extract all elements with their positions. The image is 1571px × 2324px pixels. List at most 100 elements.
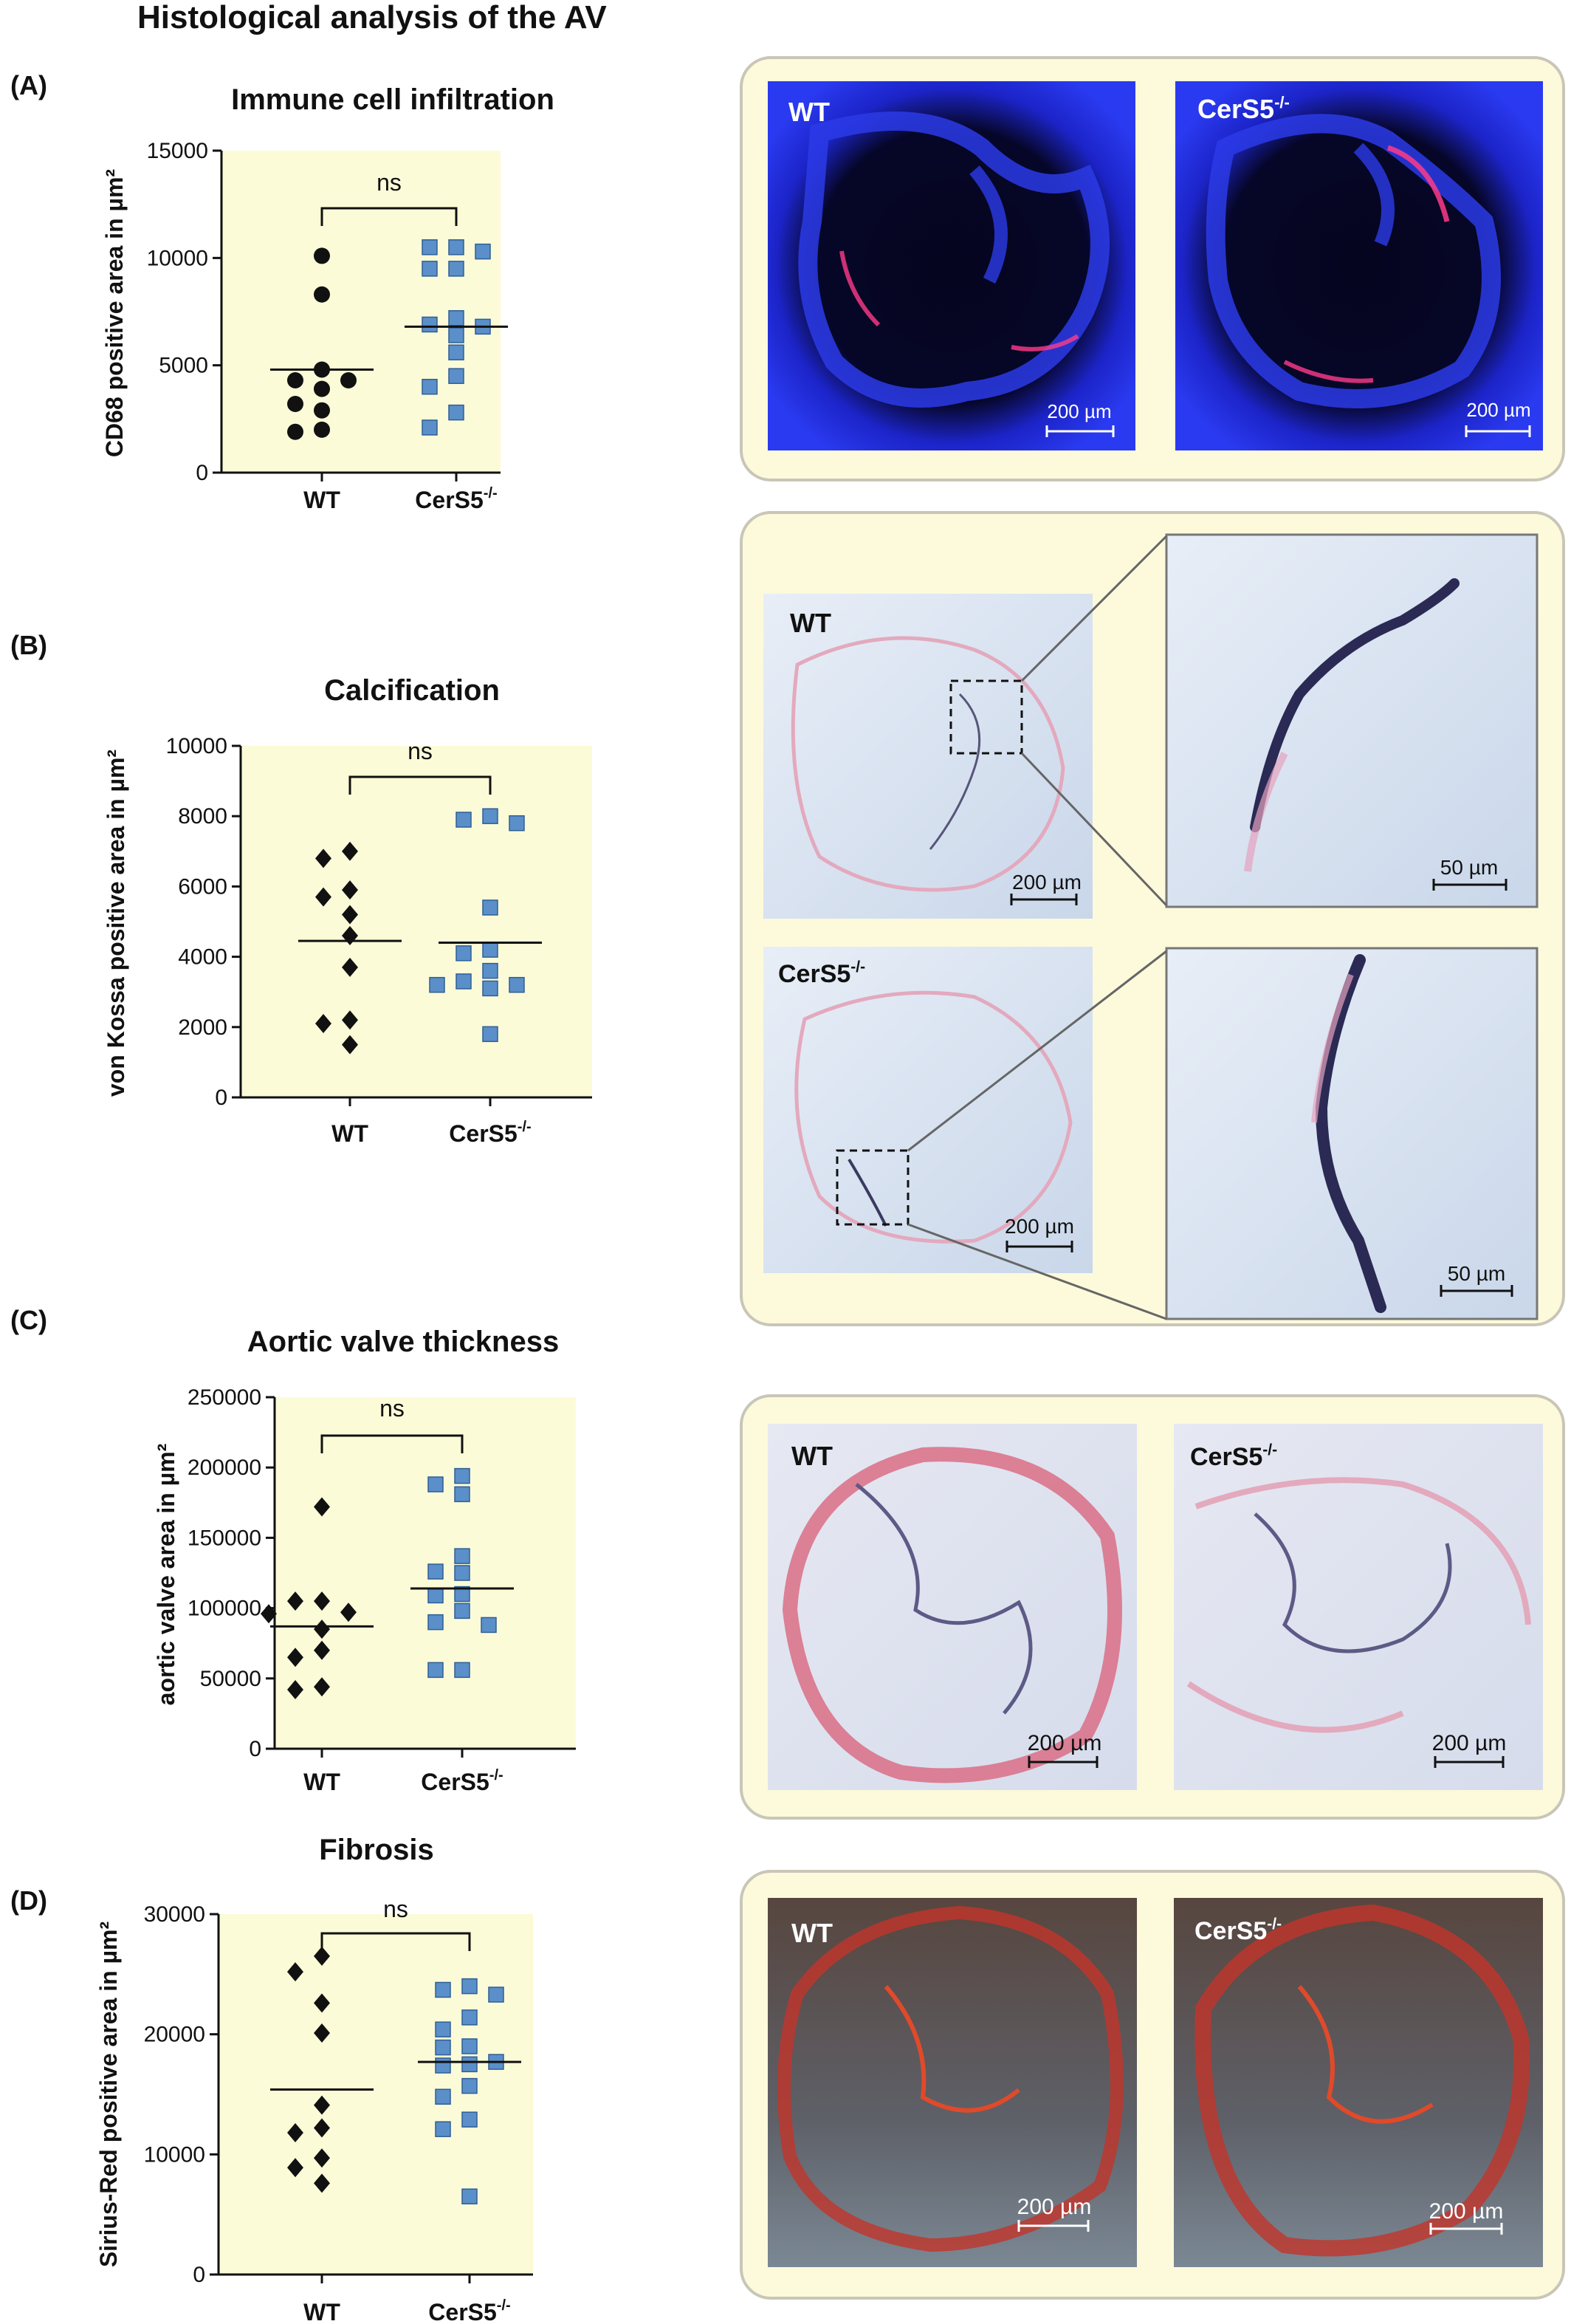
- data-point-cers5: [448, 344, 464, 360]
- subtitle-calcification: Calcification: [324, 674, 500, 707]
- data-point-cers5: [461, 2188, 478, 2205]
- data-point-wt: [287, 395, 303, 412]
- micrograph-label-cers5: CerS5-/-: [1190, 1442, 1277, 1471]
- data-point-wt: [314, 380, 330, 397]
- data-point-wt: [314, 1619, 330, 1639]
- data-point-wt: [314, 2173, 330, 2193]
- data-point-cers5: [435, 2088, 451, 2105]
- data-point-wt: [287, 1648, 303, 1667]
- y-tick-label: 0: [193, 2263, 205, 2287]
- data-point-wt: [314, 402, 330, 419]
- figure-title: Histological analysis of the AV: [137, 0, 607, 35]
- y-tick-label: 0: [196, 461, 208, 485]
- data-point-wt: [340, 372, 357, 389]
- data-point-cers5: [482, 980, 498, 997]
- data-point-cers5: [429, 976, 445, 993]
- significance-bracket: [320, 1434, 464, 1453]
- micrograph-kossa-cers5: CerS5-/- 200 µm: [763, 947, 1093, 1273]
- data-point-cers5: [435, 2039, 451, 2056]
- data-point-cers5: [454, 1486, 470, 1503]
- data-point-cers5: [448, 261, 464, 277]
- data-point-wt: [261, 1604, 277, 1624]
- significance-bracket: [320, 1932, 471, 1951]
- data-point-wt: [342, 841, 358, 861]
- data-point-cers5: [461, 2038, 478, 2054]
- significance-label: ns: [379, 1395, 405, 1422]
- data-point-cers5: [448, 309, 464, 326]
- data-point-wt: [314, 286, 330, 303]
- micrograph-he-cers5: CerS5-/- 200 µm: [1174, 1424, 1543, 1790]
- category-label-cers5: CerS5-/-: [415, 485, 497, 513]
- data-point-cers5: [482, 1026, 498, 1043]
- chart-fibrosis: 0 10000 20000 30000 WT CerS5-/- Sirius-Red pos…: [95, 1896, 533, 2324]
- y-tick-label: 150000: [188, 1526, 261, 1550]
- data-point-wt: [342, 1010, 358, 1030]
- category-label-cers5: CerS5-/-: [421, 1767, 503, 1795]
- data-point-cers5: [488, 1987, 504, 2003]
- data-point-cers5: [456, 973, 472, 990]
- data-point-cers5: [422, 261, 438, 277]
- data-point-wt: [287, 1591, 303, 1611]
- data-point-cers5: [454, 1586, 470, 1603]
- y-axis-label: Sirius-Red positive area in µm²: [95, 1922, 122, 2267]
- data-point-cers5: [454, 1603, 470, 1619]
- scale-label: 200 µm: [1466, 399, 1530, 421]
- micrograph-label-wt: WT: [791, 1918, 833, 1948]
- y-tick-label: 5000: [159, 354, 208, 378]
- data-point-cers5: [435, 2121, 451, 2137]
- data-point-cers5: [475, 243, 491, 260]
- data-point-wt: [315, 849, 331, 868]
- micrograph-he-wt: WT 200 µm: [768, 1424, 1137, 1790]
- data-point-cers5: [448, 327, 464, 343]
- micrograph-label-cers5: CerS5-/-: [1194, 1916, 1282, 1945]
- data-point-wt: [287, 1680, 303, 1700]
- scale-label: 200 µm: [1028, 1731, 1102, 1755]
- category-label-cers5: CerS5-/-: [449, 1119, 531, 1147]
- scale-label: 200 µm: [1005, 1215, 1074, 1238]
- data-point-wt: [287, 1962, 303, 1982]
- data-point-cers5: [482, 962, 498, 979]
- scale-label: 200 µm: [1012, 871, 1082, 894]
- data-point-wt: [314, 2023, 330, 2043]
- data-point-wt: [314, 1497, 330, 1517]
- data-point-wt: [314, 1993, 330, 2013]
- micrograph-sirius-wt: WT 200 µm: [768, 1898, 1137, 2267]
- data-point-cers5: [454, 1565, 470, 1581]
- scale-label: 50 µm: [1440, 856, 1498, 879]
- significance-bracket: [320, 207, 458, 226]
- micrograph-cd68-cers5: CerS5-/- 200 µm: [1175, 81, 1543, 450]
- y-tick-label: 6000: [178, 874, 227, 899]
- data-point-wt: [314, 247, 330, 264]
- data-point-wt: [314, 1640, 330, 1660]
- data-point-wt: [287, 2123, 303, 2143]
- data-point-wt: [314, 1591, 330, 1611]
- plot-area: [241, 746, 592, 1097]
- zoom-connector: [1020, 535, 1168, 907]
- data-point-cers5: [422, 316, 438, 333]
- micrograph-kossa-wt-zoom: 50 µm: [1165, 533, 1539, 908]
- data-point-cers5: [427, 1614, 444, 1631]
- data-point-wt: [314, 421, 330, 438]
- data-point-cers5: [422, 419, 438, 436]
- micrograph-label-wt: WT: [788, 97, 830, 127]
- data-point-cers5: [435, 1981, 451, 1998]
- micrograph-kossa-cers5-zoom: 50 µm: [1165, 947, 1539, 1320]
- data-point-wt: [315, 887, 331, 907]
- data-point-cers5: [461, 2056, 478, 2073]
- data-point-wt: [287, 372, 303, 389]
- data-point-cers5: [448, 368, 464, 384]
- data-point-wt: [315, 1014, 331, 1034]
- micrograph-label-cers5: CerS5-/-: [1197, 93, 1290, 124]
- y-tick-label: 8000: [178, 804, 227, 829]
- data-point-wt: [342, 957, 358, 977]
- data-point-wt: [287, 423, 303, 440]
- panel-letter-d: (D): [10, 1885, 47, 1916]
- data-point-wt: [314, 1677, 330, 1697]
- data-point-cers5: [456, 945, 472, 962]
- chart-immune-cell-infiltration: 0 5000 10000 15000 WT CerS5-/- CD68 positive a…: [101, 139, 508, 513]
- significance-label: ns: [408, 738, 433, 764]
- data-point-cers5: [461, 1978, 478, 1995]
- data-point-wt: [342, 905, 358, 925]
- data-point-cers5: [427, 1563, 444, 1580]
- data-point-cers5: [435, 2021, 451, 2037]
